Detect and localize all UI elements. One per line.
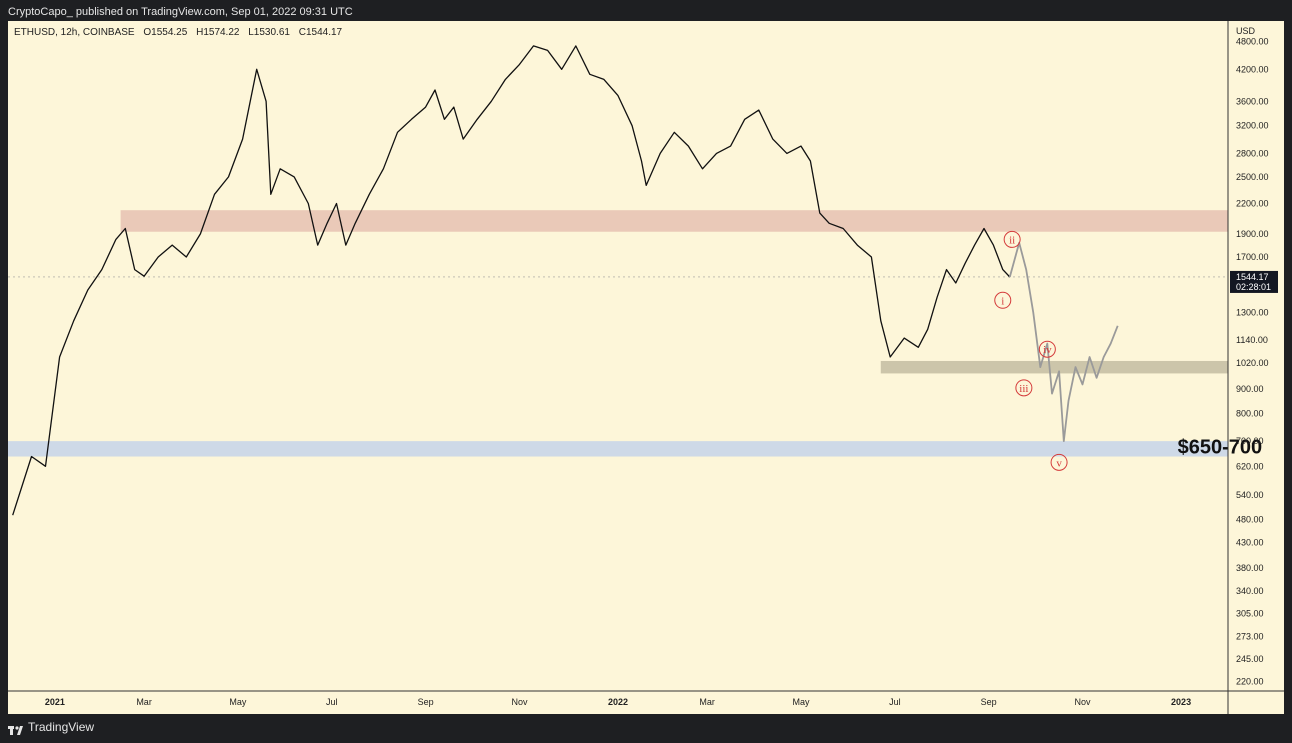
target-annotation: $650-700	[1178, 437, 1263, 459]
wave-label-text: iii	[1019, 383, 1028, 395]
y-tick-label: 430.00	[1236, 537, 1264, 547]
y-tick-label: 800.00	[1236, 408, 1264, 418]
price-badge	[1230, 270, 1278, 293]
y-tick-label: 3200.00	[1236, 121, 1269, 131]
wave-label-circle	[1015, 379, 1033, 397]
ohlc-low: L1530.61	[248, 27, 290, 38]
wave-label-circle	[1038, 340, 1056, 358]
publisher-line: CryptoCapo_ published on TradingView.com…	[8, 6, 353, 18]
y-tick-label: 1900.00	[1236, 229, 1269, 239]
zones-layer	[8, 210, 1229, 457]
y-tick-label: 4200.00	[1236, 64, 1269, 74]
wave-label-text: ii	[1009, 234, 1015, 246]
target-zone	[8, 441, 1228, 457]
wave-label-text: v	[1056, 457, 1062, 469]
y-tick-label: 4800.00	[1236, 37, 1269, 47]
y-tick-label: 1020.00	[1236, 358, 1269, 368]
y-tick-label: 700.00	[1236, 436, 1264, 446]
y-tick-label: 2200.00	[1236, 198, 1269, 208]
y-tick-label: 540.00	[1236, 490, 1264, 500]
x-tick-label: Sep	[981, 697, 997, 707]
projection-series-line	[1008, 241, 1119, 443]
ohlc-open: O1554.25	[143, 27, 188, 38]
ohlc-close: C1544.17	[298, 27, 343, 38]
x-tick-label: May	[229, 697, 247, 707]
tradingview-brand: TradingView	[28, 720, 95, 734]
y-tick-label: 900.00	[1236, 384, 1264, 394]
x-tick-label: Sep	[418, 697, 434, 707]
symbol-pair: ETHUSD, 12h, COINBASE	[14, 27, 135, 38]
footer[interactable]: TradingView	[8, 716, 94, 738]
y-tick-label: 1300.00	[1236, 308, 1269, 318]
y-tick-label: 480.00	[1236, 514, 1264, 524]
y-tick-label: 245.00	[1236, 654, 1264, 664]
wave-label-text: iv	[1043, 344, 1052, 356]
y-tick-label: 273.00	[1236, 632, 1264, 642]
series-layer	[12, 45, 1119, 516]
x-tick-label: Mar	[136, 697, 152, 707]
x-tick-label: 2021	[45, 697, 65, 707]
x-tick-label: Mar	[699, 697, 715, 707]
x-tick-label: Jul	[326, 697, 338, 707]
wave-label-circle	[1003, 230, 1021, 248]
y-tick-label: 340.00	[1236, 586, 1264, 596]
y-tick-label: 620.00	[1236, 461, 1264, 471]
y-tick-label: 2500.00	[1236, 172, 1269, 182]
y-tick-label: 3600.00	[1236, 96, 1269, 106]
y-tick-label: 305.00	[1236, 609, 1264, 619]
y-tick-label: 380.00	[1236, 563, 1264, 573]
y-axis-unit: USD	[1236, 26, 1256, 36]
support-zone	[880, 360, 1228, 374]
symbol-info: ETHUSD, 12h, COINBASE O1554.25 H1574.22 …	[14, 27, 348, 38]
price-series-line	[12, 45, 1011, 516]
y-tick-label: 220.00	[1236, 676, 1264, 686]
price-badge-countdown: 02:28:01	[1236, 282, 1271, 292]
y-tick-label: 1140.00	[1236, 335, 1268, 345]
resistance-zone	[120, 210, 1229, 232]
wave-label-circle	[1050, 453, 1068, 471]
y-tick-label: 2800.00	[1236, 148, 1269, 158]
tradingview-logo-icon	[8, 721, 24, 735]
x-tick-label: Jul	[889, 697, 901, 707]
x-tick-label: Nov	[511, 697, 528, 707]
x-tick-label: 2023	[1171, 697, 1191, 707]
x-tick-label: 2022	[608, 697, 628, 707]
y-tick-label: 1700.00	[1236, 252, 1269, 262]
wave-label-circle	[994, 291, 1012, 309]
x-tick-label: May	[792, 697, 810, 707]
x-tick-label: Nov	[1075, 697, 1092, 707]
price-badge-value: 1544.17	[1236, 272, 1269, 282]
wave-label-text: i	[1001, 295, 1004, 307]
ohlc-high: H1574.22	[196, 27, 240, 38]
